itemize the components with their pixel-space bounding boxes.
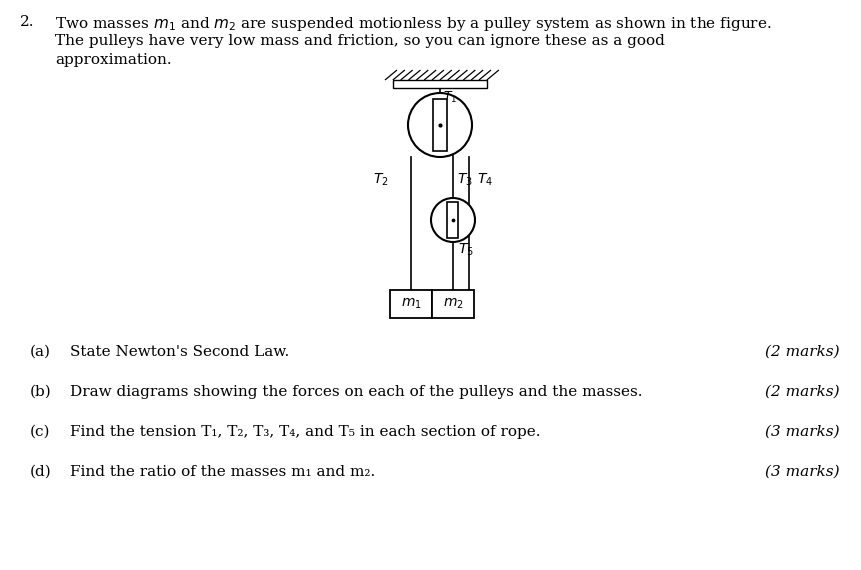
Text: (c): (c) — [30, 425, 51, 439]
Text: Find the ratio of the masses m₁ and m₂.: Find the ratio of the masses m₁ and m₂. — [70, 465, 375, 479]
Text: (2 marks): (2 marks) — [765, 345, 839, 359]
Text: 2.: 2. — [20, 15, 34, 29]
Text: Find the tension T₁, T₂, T₃, T₄, and T₅ in each section of rope.: Find the tension T₁, T₂, T₃, T₄, and T₅ … — [70, 425, 540, 439]
Text: (3 marks): (3 marks) — [765, 425, 839, 439]
Bar — [393, 80, 486, 88]
Circle shape — [407, 93, 472, 157]
Text: The pulleys have very low mass and friction, so you can ignore these as a good: The pulleys have very low mass and frict… — [55, 34, 664, 48]
Text: (d): (d) — [30, 465, 52, 479]
Bar — [389, 290, 431, 318]
Text: approximation.: approximation. — [55, 53, 171, 67]
Bar — [432, 99, 447, 151]
Text: (b): (b) — [30, 385, 52, 399]
Text: $T_5$: $T_5$ — [457, 242, 474, 258]
Bar — [447, 202, 458, 238]
Text: $T_1$: $T_1$ — [443, 90, 457, 105]
Text: Draw diagrams showing the forces on each of the pulleys and the masses.: Draw diagrams showing the forces on each… — [70, 385, 641, 399]
Text: (3 marks): (3 marks) — [765, 465, 839, 479]
Text: $T_4$: $T_4$ — [476, 172, 492, 188]
Text: $T_3$: $T_3$ — [456, 172, 473, 188]
Text: State Newton's Second Law.: State Newton's Second Law. — [70, 345, 289, 359]
Text: (2 marks): (2 marks) — [765, 385, 839, 399]
Text: $T_2$: $T_2$ — [373, 172, 388, 188]
Text: (a): (a) — [30, 345, 51, 359]
Text: $m_1$: $m_1$ — [400, 297, 421, 311]
Text: $m_2$: $m_2$ — [442, 297, 463, 311]
Bar — [431, 290, 474, 318]
Text: Two masses $m_1$ and $m_2$ are suspended motionless by a pulley system as shown : Two masses $m_1$ and $m_2$ are suspended… — [55, 15, 771, 33]
Circle shape — [430, 198, 474, 242]
